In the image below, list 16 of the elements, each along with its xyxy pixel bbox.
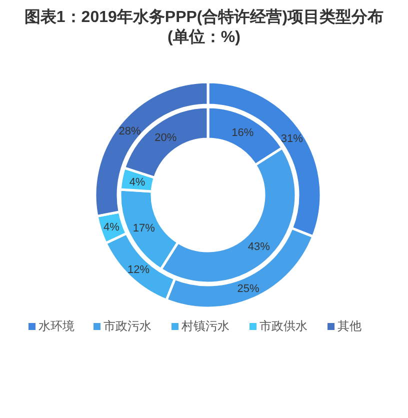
legend-label: 水环境 <box>38 319 74 333</box>
legend-label: 村镇污水 <box>180 319 230 333</box>
data-label: 4% <box>104 221 120 234</box>
chart-title: 图表1：2019年水务PPP(合特许经营)项目类型分布 (单位：%) <box>24 8 384 46</box>
legend-label: 市政供水 <box>260 319 308 333</box>
data-label: 43% <box>248 240 270 253</box>
data-label: 4% <box>129 176 146 189</box>
legend-label: 市政污水 <box>104 319 152 333</box>
data-label: 20% <box>154 132 177 144</box>
data-label: 17% <box>132 222 156 235</box>
data-label: 31% <box>280 132 304 145</box>
data-label: 16% <box>232 126 254 139</box>
legend-label: 其他 <box>338 319 362 333</box>
data-label: 12% <box>128 264 150 276</box>
data-label: 28% <box>118 125 142 138</box>
data-label: 25% <box>237 283 260 296</box>
